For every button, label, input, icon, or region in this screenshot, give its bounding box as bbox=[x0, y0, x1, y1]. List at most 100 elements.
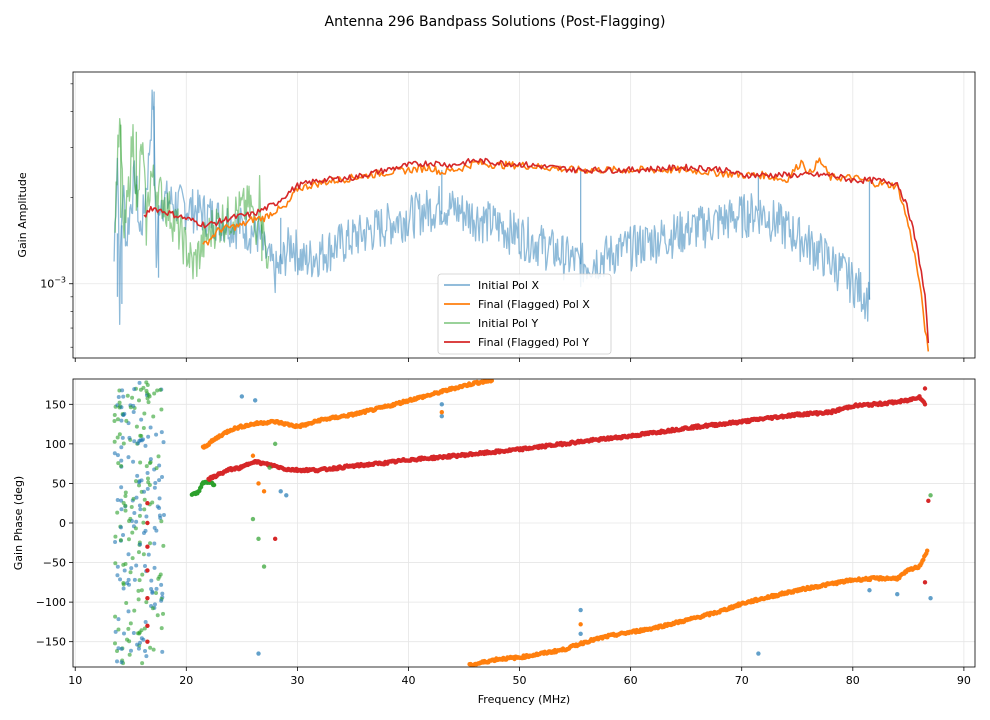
phase-scatter-point-initial_y bbox=[137, 513, 142, 518]
phase-scatter-point-initial_x bbox=[119, 458, 124, 463]
phase-scatter-point-initial_y bbox=[130, 395, 135, 400]
phase-point-initial_x bbox=[256, 651, 261, 656]
phase-scatter-point-initial_x bbox=[115, 453, 120, 458]
phase-scatter-point-initial_x bbox=[115, 564, 120, 569]
phase-scatter-point-initial_x bbox=[132, 439, 137, 444]
phase-scatter-point-initial_y bbox=[159, 407, 164, 412]
phase-scatter-point-initial_x bbox=[119, 646, 124, 651]
phase-scatter-point-initial_y bbox=[137, 578, 142, 583]
phase-scatter-point-initial_x bbox=[122, 568, 127, 573]
phase-point-final_y bbox=[926, 498, 931, 504]
phase-point-initial_x bbox=[284, 493, 289, 498]
phase-scatter-point-initial_x bbox=[153, 481, 158, 486]
phase-scatter-point-initial_x bbox=[113, 539, 118, 544]
phase-point-initial_x bbox=[756, 651, 761, 656]
phase-scatter-point-initial_x bbox=[154, 586, 159, 591]
phase-scatter-point-initial_x bbox=[142, 564, 147, 569]
phase-scatter-point-initial_y bbox=[130, 556, 135, 561]
phase-scatter-point-initial_x bbox=[157, 513, 162, 518]
phase-point-initial_y bbox=[256, 536, 261, 542]
phase-scatter-point-initial_y bbox=[146, 480, 151, 485]
phase-scatter-point-initial_y bbox=[154, 591, 159, 596]
phase-scatter-point-initial_x bbox=[152, 602, 157, 607]
phase-scatter-point-initial_y bbox=[140, 572, 145, 577]
x-tick-label: 80 bbox=[846, 674, 860, 687]
phase-point-final_y bbox=[145, 623, 150, 629]
amplitude-series bbox=[113, 89, 930, 352]
phase-scatter-point-initial_x bbox=[135, 642, 140, 647]
phase-scatter-point-initial_y bbox=[146, 400, 151, 405]
phase-y-tick-label: 50 bbox=[52, 477, 66, 490]
phase-scatter-point-initial_x bbox=[121, 586, 126, 591]
phase-point-final_y bbox=[922, 580, 928, 585]
phase-point-final_y bbox=[145, 501, 150, 506]
phase-scatter-point-initial_y bbox=[141, 520, 146, 525]
phase-point-final_y bbox=[145, 520, 150, 526]
phase-scatter-point-initial_y bbox=[151, 414, 156, 419]
phase-scatter-point-initial_y bbox=[137, 631, 142, 636]
phase-scatter-point-initial_x bbox=[116, 646, 121, 651]
phase-scatter-point-initial_x bbox=[137, 503, 142, 508]
phase-point-initial_x bbox=[278, 489, 283, 494]
phase-scatter-point-initial_x bbox=[121, 394, 126, 399]
phase-scatter-point-initial_x bbox=[134, 563, 139, 568]
phase-scatter-point-initial_x bbox=[119, 498, 124, 503]
phase-scatter-point-initial_y bbox=[134, 479, 139, 484]
phase-scatter-point-initial_y bbox=[126, 626, 131, 631]
phase-scatter-point-initial_y bbox=[125, 393, 130, 398]
phase-point-final_y bbox=[922, 386, 928, 391]
phase-point-initial_x bbox=[239, 394, 245, 399]
phase-scatter-point-initial_y bbox=[146, 392, 151, 397]
phase-point-initial_x bbox=[439, 402, 444, 407]
phase-scatter-point-initial_x bbox=[120, 435, 125, 440]
phase-scatter-point-initial_x bbox=[132, 577, 137, 582]
phase-scatter-point-initial_y bbox=[141, 385, 146, 390]
phase-scatter-point-initial_y bbox=[118, 538, 123, 543]
phase-scatter-point-initial_x bbox=[161, 513, 166, 518]
phase-point-final_y bbox=[145, 639, 150, 644]
phase-scatter-point-initial_x bbox=[118, 577, 123, 582]
phase-scatter-point-initial_x bbox=[132, 387, 137, 392]
phase-scatter-point-initial_x bbox=[119, 660, 124, 665]
phase-scatter-point-initial_y bbox=[128, 570, 133, 575]
amp-line-final_y bbox=[143, 157, 930, 344]
phase-scatter-point-initial_x bbox=[113, 629, 118, 634]
phase-point-initial_x bbox=[578, 607, 583, 613]
amplitude-grid bbox=[73, 72, 975, 358]
phase-point-final_y bbox=[145, 568, 150, 573]
phase-scatter-point-initial_x bbox=[128, 648, 133, 653]
phase-scatter-point-initial_x bbox=[115, 497, 120, 502]
phase-scatter-point-initial_x bbox=[126, 577, 131, 582]
phase-scatter-point-initial_y bbox=[123, 490, 128, 495]
phase-scatter-point-initial_x bbox=[119, 445, 124, 450]
phase-scatter-point-initial_x bbox=[116, 617, 121, 622]
chart-title: Antenna 296 Bandpass Solutions (Post-Fla… bbox=[325, 14, 666, 30]
phase-scatter-point-initial_y bbox=[152, 391, 157, 396]
phase-scatter-point-initial_x bbox=[126, 552, 131, 557]
phase-scatter-point-initial_y bbox=[158, 387, 163, 392]
phase-scatter-point-initial_y bbox=[161, 611, 166, 616]
phase-scatter-point-initial_x bbox=[157, 463, 162, 468]
phase-scatter-point-initial_y bbox=[136, 398, 141, 403]
phase-scatter-point-initial_y bbox=[157, 574, 162, 579]
phase-scatter-point-initial_y bbox=[123, 494, 128, 499]
phase-scatter-point-initial_x bbox=[115, 659, 120, 664]
phase-scatter-point-initial_y bbox=[133, 526, 138, 531]
phase-scatter-point-initial_y bbox=[115, 417, 120, 422]
phase-scatter-point-initial_x bbox=[139, 636, 144, 641]
phase-scatter-point-initial_x bbox=[135, 473, 140, 478]
phase-scatter-point-initial_x bbox=[119, 418, 124, 423]
phase-point-final_x bbox=[925, 548, 930, 553]
phase-scatter-point-initial_x bbox=[143, 528, 148, 533]
phase-y-tick-label: −50 bbox=[43, 557, 66, 570]
phase-scatter-point-initial_y bbox=[159, 626, 164, 631]
phase-point-final_y bbox=[922, 402, 928, 407]
phase-scatter-point-initial_x bbox=[126, 455, 131, 460]
phase-scatter-point-initial_y bbox=[113, 614, 118, 619]
phase-scatter-point-initial_y bbox=[113, 561, 118, 566]
phase-scatter-point-initial_x bbox=[139, 417, 144, 422]
amplitude-y-axis-label: Gain Amplitude bbox=[16, 172, 29, 257]
phase-scatter-point-initial_y bbox=[127, 519, 132, 524]
phase-scatter-point-initial_x bbox=[122, 631, 127, 636]
